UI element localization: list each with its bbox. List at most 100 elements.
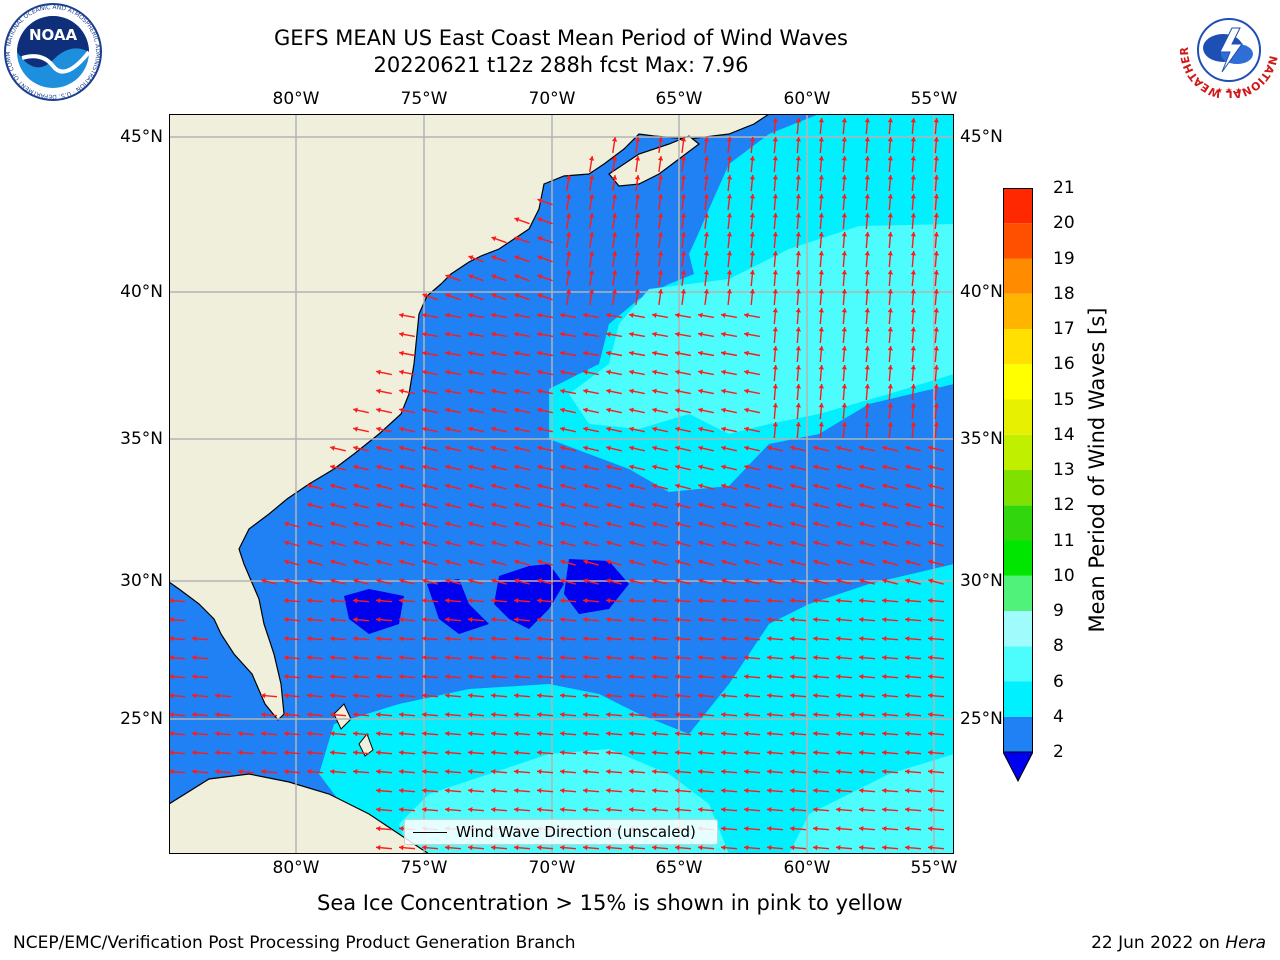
wind-arrow-head — [910, 384, 916, 389]
wind-arrow-head — [721, 845, 726, 851]
wind-arrow-head — [928, 464, 933, 470]
footer-credit: NCEP/EMC/Verification Post Processing Pr… — [13, 933, 576, 953]
wind-arrow-head — [698, 350, 703, 356]
wind-arrow-head — [767, 445, 772, 451]
wind-arrow-head — [560, 407, 565, 413]
wind-arrow-head — [767, 769, 772, 775]
wind-arrow-head — [767, 655, 772, 661]
wind-arrow-head — [744, 712, 749, 718]
wind-arrow-head — [859, 521, 864, 527]
wind-arrow-head — [910, 232, 916, 237]
wind-arrow-head — [721, 483, 726, 489]
wind-arrow-head — [399, 483, 404, 489]
colorbar-tick-label: 18 — [1053, 283, 1075, 304]
wind-arrow-head — [721, 712, 726, 718]
wind-arrow-head — [353, 426, 358, 432]
wind-arrow-head — [491, 788, 496, 794]
colorbar-tick-label: 10 — [1053, 565, 1075, 586]
wind-arrow-head — [928, 826, 933, 832]
wind-arrow-head — [422, 750, 427, 756]
wind-arrow-head — [566, 232, 572, 237]
wind-arrow-head — [376, 407, 381, 413]
wind-arrow-head — [703, 156, 710, 161]
wind-arrow-head — [652, 521, 657, 527]
wind-arrow-head — [169, 617, 174, 623]
wind-arrow-head — [749, 213, 756, 218]
wind-arrow-head — [859, 464, 864, 470]
wind-arrow-head — [675, 483, 680, 489]
land-nova-scotia — [608, 135, 700, 187]
wind-arrow-head — [818, 384, 824, 389]
wind-arrow-head — [445, 578, 451, 584]
wind-arrow-head — [445, 502, 450, 508]
wind-arrow-head — [864, 156, 870, 161]
wind-arrow-head — [813, 693, 818, 699]
wind-arrow-head — [772, 175, 778, 180]
lat-label-left: 25°N — [120, 709, 163, 729]
wind-arrow-head — [905, 712, 910, 718]
wind-arrow-head — [744, 598, 749, 604]
colorbar-segment — [1003, 540, 1033, 576]
wind-arrow-head — [537, 655, 542, 661]
wind-arrow-head — [790, 674, 795, 680]
wind-arrow-head — [307, 712, 312, 718]
wind-arrow-head — [606, 350, 611, 356]
wind-arrow-head — [905, 693, 910, 699]
wind-arrow-head — [537, 788, 542, 794]
wind-arrow-head — [353, 559, 358, 565]
wind-arrow-head — [491, 407, 496, 413]
wind-arrow-head — [422, 369, 427, 375]
wind-arrow-head — [491, 578, 497, 584]
wind-arrow-head — [933, 327, 939, 332]
wind-arrow-head — [790, 483, 795, 489]
wind-arrow-head — [445, 845, 450, 851]
wind-arrow-head — [767, 674, 772, 680]
wind-arrow-head — [537, 236, 543, 242]
wind-arrow-head — [376, 388, 381, 394]
wind-arrow-head — [468, 407, 473, 413]
wind-arrow-head — [841, 365, 847, 370]
wind-arrow-head — [422, 617, 427, 623]
wind-arrow-head — [790, 559, 795, 565]
wind-arrow-head — [859, 540, 864, 546]
wind-arrow-head — [887, 422, 893, 427]
wind-arrow-head — [514, 617, 519, 623]
wind-arrow-head — [514, 312, 519, 318]
wind-arrow-head — [726, 175, 733, 180]
wind-arrow-head — [864, 194, 870, 199]
wind-arrow-head — [192, 674, 197, 680]
wind-arrow-head — [537, 407, 542, 413]
wind-arrow-head — [629, 674, 634, 680]
wind-arrow-head — [583, 674, 588, 680]
wind-arrow-head — [933, 251, 939, 256]
land-us-east-coast — [169, 114, 771, 721]
wind-arrow-head — [928, 559, 933, 565]
wind-arrow-head — [910, 137, 916, 142]
wind-arrow-head — [703, 137, 710, 142]
wind-arrow-head — [928, 540, 933, 546]
wind-arrow-head — [491, 617, 496, 623]
lat-label-right: 35°N — [960, 429, 1003, 449]
colorbar-segment — [1003, 611, 1033, 647]
wind-arrow-head — [399, 807, 404, 813]
wind-arrow-head — [192, 769, 197, 775]
wind-arrow-head — [813, 559, 818, 565]
wind-arrow-head — [445, 407, 450, 413]
wind-arrow-head — [698, 369, 703, 375]
wind-arrow-head — [629, 540, 634, 546]
wind-arrow-head — [307, 540, 312, 546]
wind-arrow-head — [566, 251, 572, 256]
wind-arrow-head — [284, 559, 289, 565]
wind-arrow-head — [537, 540, 542, 546]
wind-arrow-head — [611, 175, 618, 180]
wind-arrow-head — [606, 312, 611, 318]
wind-arrow-head — [795, 251, 801, 256]
wind-arrow-head — [813, 445, 818, 451]
wind-arrow-head — [698, 731, 703, 737]
wind-arrow-head — [169, 636, 174, 642]
wind-arrow-head — [859, 559, 864, 565]
nws-logo: NATIONAL WEATHER SERVICE ★ ★ ★ — [1180, 2, 1278, 98]
wind-arrow-head — [905, 845, 910, 851]
wind-arrow-head — [652, 388, 657, 394]
wind-arrow-head — [589, 270, 595, 275]
